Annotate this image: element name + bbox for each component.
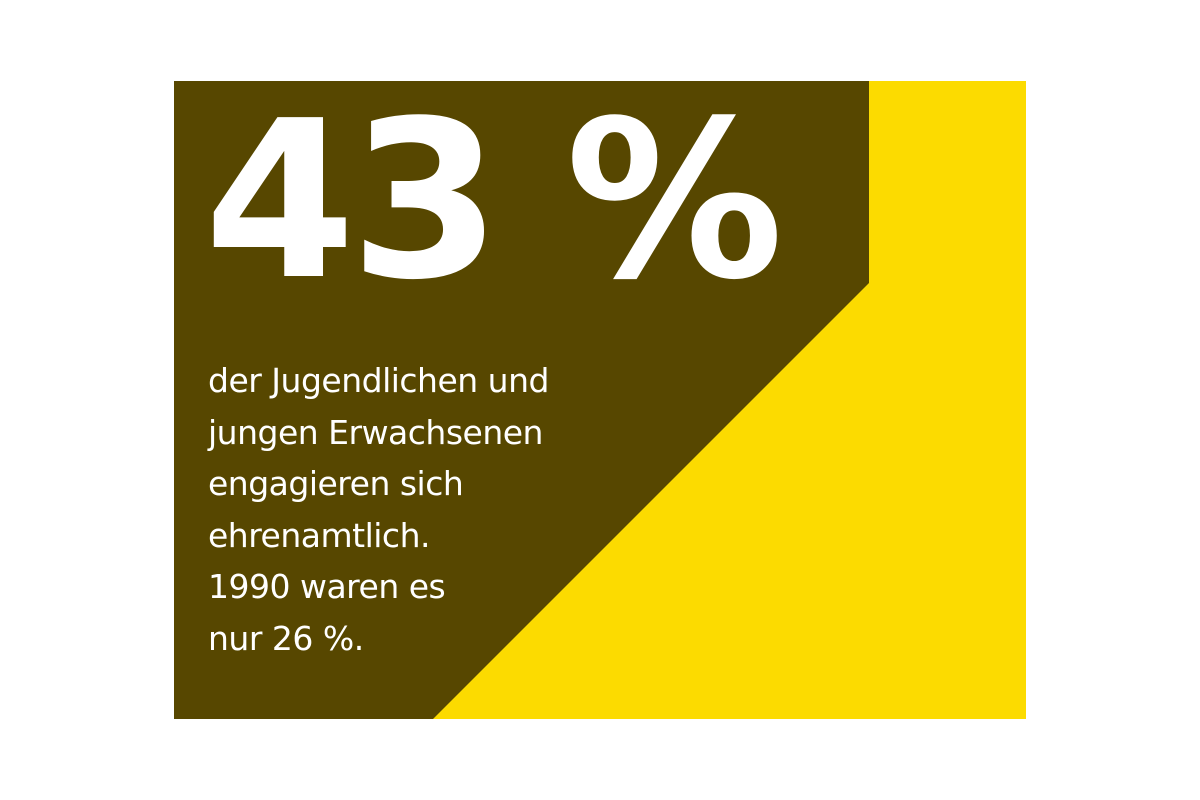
stat-description-line: 1990 waren es (208, 567, 446, 606)
stat-description-line: jungen Erwachsenen (208, 412, 543, 452)
stat-description-line: engagieren sich (208, 464, 464, 503)
stat-card: 43 % der Jugendlichen und jungen Erwachs… (174, 81, 1026, 719)
card-background (174, 81, 1026, 719)
stat-description: der Jugendlichen und jungen Erwachsenen … (208, 355, 628, 664)
stat-value: 43 % (204, 81, 784, 328)
stat-description-line: ehrenamtlich. (208, 515, 430, 555)
stat-description-line: nur 26 %. (208, 618, 364, 658)
olive-panel (174, 81, 869, 719)
stat-description-line: der Jugendlichen und (208, 361, 549, 400)
